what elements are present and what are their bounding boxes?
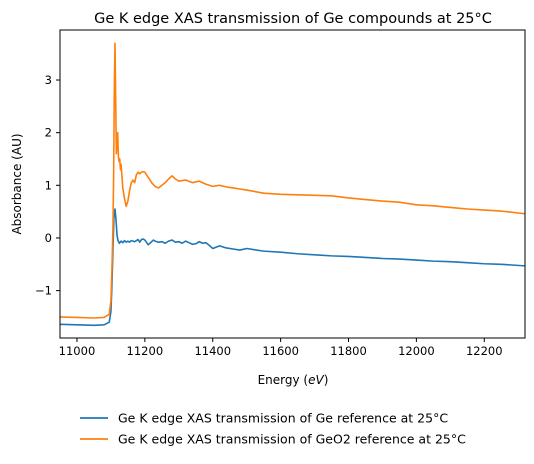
y-tick-label: 0 [45,231,52,245]
x-axis-label-prefix: Energy ( [258,373,309,387]
legend: Ge K edge XAS transmission of Ge referen… [80,411,466,447]
x-tick-label: 11000 [59,344,96,358]
legend-label-2: Ge K edge XAS transmission of GeO2 refer… [118,432,466,447]
x-axis-ticks: 11000 11200 11400 11600 11800 12000 12200 [59,338,503,358]
chart-title: Ge K edge XAS transmission of Ge compoun… [94,11,492,27]
plot-area [59,29,526,339]
x-tick-label: 12200 [466,344,503,358]
x-tick-label: 12000 [398,344,435,358]
y-tick-label: 1 [45,178,52,192]
x-axis-label: Energy (eV) [258,373,329,387]
y-axis-label: Absorbance (AU) [10,133,24,234]
series-line-2 [60,42,525,319]
series-line-1 [60,208,525,327]
x-tick-label: 11800 [330,344,367,358]
y-axis-ticks: −1 0 1 2 3 [35,73,60,298]
x-tick-label: 11200 [127,344,164,358]
x-axis-label-suffix: ) [324,373,329,387]
legend-label-1: Ge K edge XAS transmission of Ge referen… [118,411,448,426]
x-tick-label: 11600 [262,344,299,358]
plot-frame [59,29,526,339]
x-axis-label-unit: eV [308,373,324,387]
y-tick-label: −1 [35,284,52,298]
y-tick-label: 2 [45,126,52,140]
series-layer [60,42,525,327]
x-tick-label: 11400 [194,344,231,358]
y-tick-label: 3 [45,73,52,87]
